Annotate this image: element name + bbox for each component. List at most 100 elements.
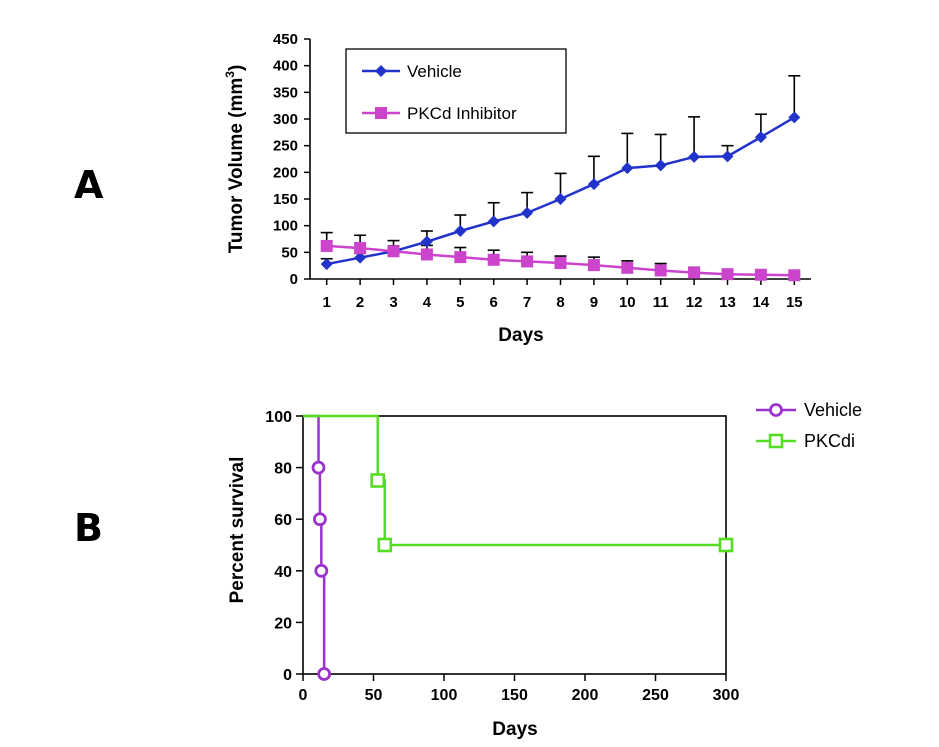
- chart-a-pkcd-point: [554, 257, 567, 269]
- chart-b-x-tick-label: 50: [365, 687, 383, 704]
- chart-b-y-tick-label: 100: [265, 409, 292, 426]
- chart-a-pkcd-point: [487, 253, 500, 266]
- chart-a-x-tick-label: 11: [653, 294, 669, 311]
- panel-b-label: B: [74, 506, 103, 550]
- chart-a-vehicle-point: [420, 235, 433, 248]
- chart-a-vehicle-point: [788, 111, 801, 124]
- chart-a-pkcd-point: [354, 242, 367, 255]
- chart-a-x-tick-label: 3: [389, 294, 397, 311]
- chart-a-vehicle-point: [454, 225, 467, 237]
- legend-b-pkcdi-label: PKCdi: [804, 431, 855, 451]
- chart-b-markers: [311, 460, 734, 681]
- legend-b-pkcdi-square-icon: [768, 433, 784, 449]
- chart-b-vehicle-point: [314, 563, 329, 578]
- chart-a-vehicle-point: [721, 150, 734, 163]
- chart-a-pkcd-point: [788, 269, 801, 282]
- chart-a-vehicle-point: [654, 159, 667, 172]
- chart-b-x-tick-label: 150: [501, 687, 528, 704]
- chart-a-pkcd-point: [654, 264, 667, 277]
- chart-b-y-axis-title: Percent survival: [227, 457, 248, 604]
- chart-a-vehicle-point: [688, 150, 701, 163]
- chart-a-y-tick-label: 450: [273, 31, 298, 48]
- chart-b-x-axis-title: Days: [492, 719, 537, 740]
- chart-b-legend: Vehicle PKCdi: [756, 400, 862, 451]
- chart-a-x-tick-label: 9: [590, 294, 598, 311]
- chart-b-y-ticks: 0 20 40 60 80 100: [265, 409, 303, 684]
- chart-a-pkcd-point: [521, 255, 534, 268]
- chart-a-x-tick-label: 2: [356, 294, 364, 311]
- chart-a-vehicle-point: [487, 215, 500, 228]
- chart-a-markers: [320, 111, 801, 282]
- legend-b-pkcdi-entry: PKCdi: [756, 431, 855, 451]
- chart-b-x-ticks: 0 50 100 150 200 250 300: [299, 674, 740, 704]
- chart-b-x-tick-label: 250: [642, 687, 669, 704]
- panel-a-label: A: [74, 163, 104, 207]
- chart-b-pkcdi-line: [303, 414, 726, 547]
- chart-a-vehicle-point: [320, 258, 333, 271]
- chart-a-x-tick-label: 1: [323, 294, 331, 311]
- chart-a-y-tick-label: 100: [273, 218, 298, 235]
- chart-b-vehicle-point: [313, 512, 327, 527]
- chart-b-vehicle-point: [311, 460, 326, 475]
- chart-b-x-tick-label: 0: [299, 687, 308, 704]
- chart-a-pkcd-point: [454, 251, 467, 264]
- chart-a-x-axis-title: Days: [498, 325, 543, 346]
- chart-a-x-tick-label: 13: [719, 294, 736, 311]
- legend-b-vehicle-label: Vehicle: [804, 400, 862, 420]
- chart-a-x-tick-label: 8: [556, 294, 564, 311]
- chart-a-x-tick-label: 15: [786, 294, 803, 311]
- legend-pkcd-square-icon: [375, 107, 387, 119]
- chart-a-x-tick-label: 12: [686, 294, 703, 311]
- chart-b-series-lines: [303, 414, 726, 674]
- chart-a-vehicle-point: [587, 178, 600, 191]
- legend-b-vehicle-entry: Vehicle: [756, 400, 862, 420]
- chart-a-y-tick-label: 0: [290, 271, 298, 288]
- legend-b-vehicle-circle-icon: [769, 403, 783, 417]
- chart-a-x-tick-label: 10: [619, 294, 636, 311]
- chart-a-y-ticks: 0 50 100 150 200 250 300 350 400 450: [273, 31, 310, 288]
- chart-b-y-tick-label: 80: [274, 461, 292, 478]
- chart-a-pkcd-point: [754, 268, 767, 281]
- chart-b-vehicle-line: [303, 414, 326, 674]
- chart-b-pkcdi-point: [370, 473, 386, 488]
- chart-b-y-tick-label: 20: [274, 615, 292, 632]
- chart-a-y-tick-label: 200: [273, 164, 298, 181]
- chart-a-pkcd-point: [688, 266, 701, 279]
- chart-a-vehicle-point: [554, 193, 567, 205]
- chart-b-x-tick-label: 300: [713, 687, 740, 704]
- legend-pkcd-label: PKCd Inhibitor: [407, 104, 517, 123]
- legend-pkcd-entry: PKCd Inhibitor: [362, 104, 517, 123]
- chart-a-x-tick-label: 7: [523, 294, 531, 311]
- chart-a-y-axis-title: Tumor Volume (mm3): [223, 65, 247, 254]
- chart-a-pkcd-point: [621, 261, 634, 274]
- chart-a-x-tick-label: 6: [490, 294, 498, 311]
- chart-a-vehicle-point: [521, 206, 534, 219]
- chart-b-pkcdi-point: [377, 537, 393, 553]
- chart-a-pkcd-point: [587, 259, 600, 272]
- chart-b-pkcdi-point: [718, 537, 734, 553]
- chart-a-y-tick-label: 300: [273, 111, 298, 128]
- chart-a-y-tick-label: 150: [273, 191, 298, 208]
- chart-a-vehicle-point: [754, 131, 767, 144]
- chart-a-pkcd-point: [387, 245, 400, 258]
- chart-a-x-tick-label: 4: [423, 294, 432, 311]
- legend-vehicle-diamond-icon: [375, 65, 387, 77]
- chart-a-y-tick-label: 400: [273, 58, 298, 75]
- chart-b-y-tick-label: 40: [274, 564, 292, 581]
- chart-a-x-tick-label: 14: [753, 294, 770, 311]
- chart-b-y-tick-label: 0: [283, 667, 292, 684]
- chart-a-legend: Vehicle PKCd Inhibitor: [345, 48, 567, 134]
- chart-b: 0 20 40 60 80 100 0 50 100 150 200 250 300 Days Per…: [227, 400, 862, 740]
- chart-b-x-tick-label: 100: [431, 687, 458, 704]
- chart-a-y-tick-label: 250: [273, 138, 298, 155]
- legend-vehicle-label: Vehicle: [407, 62, 462, 81]
- legend-vehicle-entry: Vehicle: [362, 62, 462, 81]
- chart-b-y-tick-label: 60: [274, 512, 292, 529]
- chart-a-y-tick-label: 350: [273, 84, 298, 101]
- chart-a-pkcd-point: [721, 268, 734, 281]
- chart-a-pkcd-point: [420, 248, 433, 261]
- chart-a-y-tick-label: 50: [281, 244, 298, 261]
- chart-b-x-tick-label: 200: [572, 687, 599, 704]
